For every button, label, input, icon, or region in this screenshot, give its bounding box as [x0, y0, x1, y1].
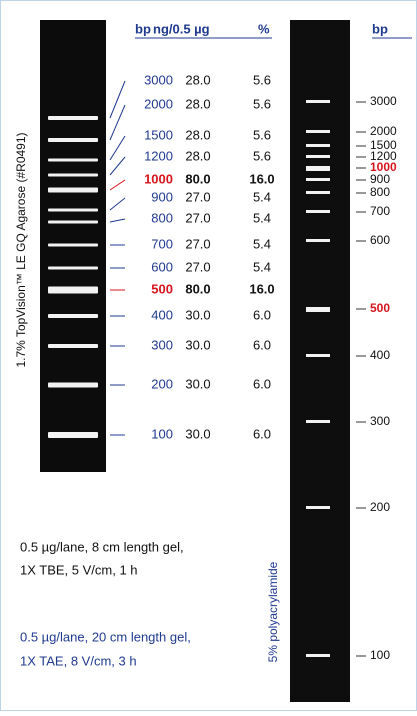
bp: 800 — [151, 210, 173, 225]
bp: 500 — [151, 281, 173, 296]
band — [306, 155, 330, 158]
bp-label: 200 — [370, 500, 390, 514]
bp: 400 — [151, 307, 173, 322]
band — [306, 100, 330, 103]
pct: 5.6 — [253, 127, 271, 142]
band — [48, 383, 98, 388]
band — [306, 654, 330, 657]
band — [48, 432, 98, 438]
bp: 1000 — [144, 171, 173, 186]
bp-label: 500 — [370, 301, 390, 315]
agarose-label: 1.7% TopVision™ LE GQ Agarose (#R0491) — [14, 132, 28, 367]
band — [48, 188, 98, 193]
bp: 700 — [151, 236, 173, 251]
header-bp: bp — [135, 21, 151, 36]
band — [306, 130, 330, 133]
polyacrylamide-gel — [290, 20, 350, 702]
bp-label: 100 — [370, 648, 390, 662]
band — [306, 166, 330, 171]
bp: 600 — [151, 259, 173, 274]
band — [306, 239, 330, 242]
bp-label: 600 — [370, 233, 390, 247]
bp: 200 — [151, 376, 173, 391]
band — [48, 314, 98, 318]
ladder-figure: 1.7% TopVision™ LE GQ Agarose (#R0491) 5… — [0, 0, 417, 711]
ng: 27.0 — [185, 210, 210, 225]
ng: 27.0 — [185, 236, 210, 251]
band — [306, 191, 330, 194]
band — [48, 344, 98, 348]
caption: 0.5 µg/lane, 20 cm length gel, — [20, 629, 191, 644]
pct: 5.6 — [253, 148, 271, 163]
band — [48, 116, 98, 120]
pct: 5.6 — [253, 72, 271, 87]
bp: 100 — [151, 426, 173, 441]
band — [306, 178, 330, 181]
bp-label: 2000 — [370, 124, 397, 138]
polyacrylamide-label: 5% polyacrylamide — [266, 561, 280, 662]
bp-label: 800 — [370, 185, 390, 199]
header-pct: % — [258, 21, 270, 36]
bp: 3000 — [144, 72, 173, 87]
band — [48, 287, 98, 294]
ng: 28.0 — [185, 72, 210, 87]
bp-label: 700 — [370, 204, 390, 218]
ng: 80.0 — [185, 171, 210, 186]
ng: 28.0 — [185, 96, 210, 111]
band — [48, 267, 98, 270]
pct: 5.4 — [253, 236, 271, 251]
ng: 30.0 — [185, 376, 210, 391]
pct: 6.0 — [253, 337, 271, 352]
ng: 30.0 — [185, 307, 210, 322]
band — [306, 506, 330, 509]
pct: 6.0 — [253, 376, 271, 391]
band — [48, 244, 98, 247]
band — [306, 420, 330, 423]
pct: 6.0 — [253, 307, 271, 322]
band — [48, 209, 98, 212]
bp: 2000 — [144, 96, 173, 111]
band — [306, 307, 330, 312]
ng: 28.0 — [185, 127, 210, 142]
pct: 16.0 — [249, 281, 274, 296]
band — [306, 210, 330, 213]
ng: 27.0 — [185, 259, 210, 274]
pct: 5.4 — [253, 259, 271, 274]
bp: 900 — [151, 189, 173, 204]
band — [48, 138, 98, 142]
band — [48, 221, 98, 224]
bp-label: 300 — [370, 414, 390, 428]
ng: 28.0 — [185, 148, 210, 163]
band — [306, 144, 330, 147]
right-header: bp — [372, 21, 388, 36]
band — [48, 159, 98, 162]
caption: 0.5 µg/lane, 8 cm length gel, — [20, 539, 184, 554]
bp-label: 900 — [370, 172, 390, 186]
ng: 30.0 — [185, 426, 210, 441]
bp: 1500 — [144, 127, 173, 142]
pct: 5.4 — [253, 210, 271, 225]
bp: 1200 — [144, 148, 173, 163]
bp: 300 — [151, 337, 173, 352]
pct: 16.0 — [249, 171, 274, 186]
pct: 5.4 — [253, 189, 271, 204]
pct: 6.0 — [253, 426, 271, 441]
caption: 1X TAE, 8 V/cm, 3 h — [20, 653, 137, 668]
bp-label: 3000 — [370, 94, 397, 108]
ng: 30.0 — [185, 337, 210, 352]
header-ng: ng/0.5 µg — [153, 21, 210, 36]
caption: 1X TBE, 5 V/cm, 1 h — [20, 562, 138, 577]
band — [306, 354, 330, 357]
band — [48, 174, 98, 177]
ng: 80.0 — [185, 281, 210, 296]
bp-label: 400 — [370, 348, 390, 362]
pct: 5.6 — [253, 96, 271, 111]
ng: 27.0 — [185, 189, 210, 204]
